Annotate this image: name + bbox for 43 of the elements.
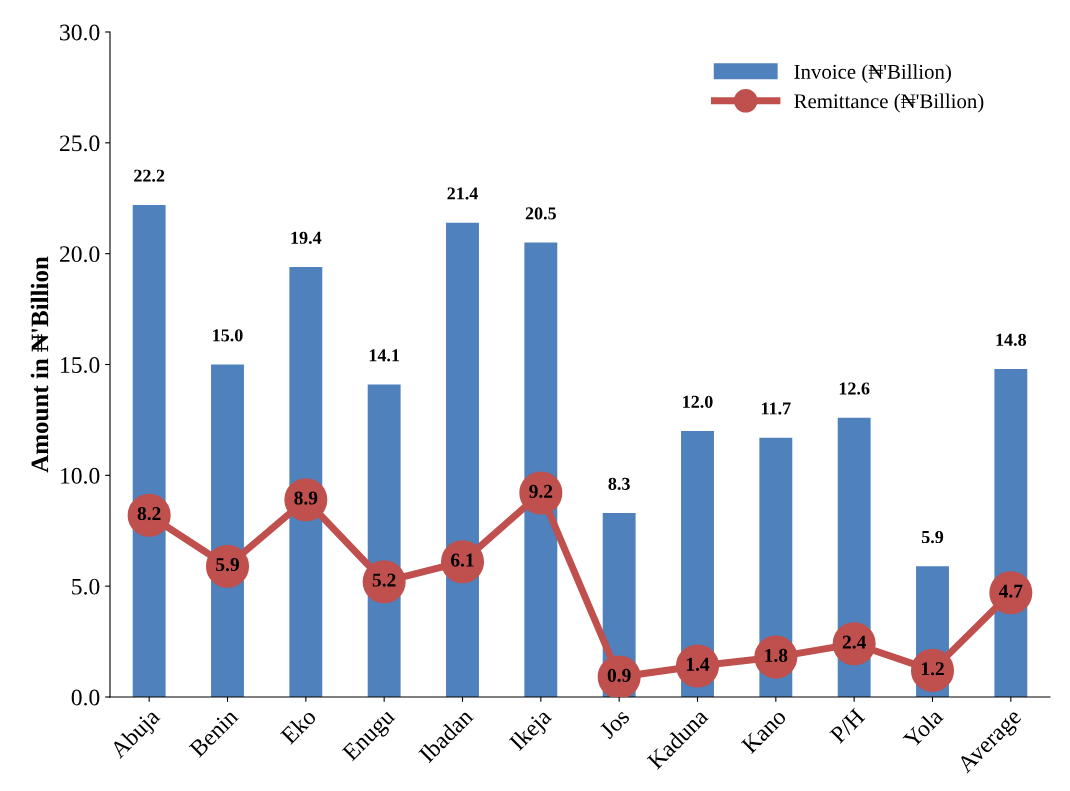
data-label: 12.0 (683, 395, 713, 408)
data-label: 8.2 (137, 506, 161, 521)
data-label: 5.9 (921, 530, 944, 544)
data-label: 8.9 (294, 491, 318, 505)
y-tick-label: 20.0 (60, 246, 100, 263)
y-tick-label: 25.0 (60, 135, 100, 152)
data-label: 14.1 (369, 349, 400, 362)
bar (132, 204, 166, 697)
bar (446, 222, 479, 697)
data-label: 5.9 (216, 558, 239, 572)
y-tick-label: 30.0 (60, 24, 100, 41)
data-label: 1.4 (686, 657, 710, 671)
data-label: 19.4 (291, 231, 322, 244)
x-tick-label: Eko (279, 707, 317, 745)
y-tick-label: 15.0 (61, 356, 100, 374)
data-label: 1.8 (765, 648, 788, 663)
data-label: 4.7 (998, 584, 1023, 598)
data-label: 6.1 (451, 553, 474, 567)
y-axis-title: Amount in ₦'Billion (30, 256, 49, 473)
data-label: 21.4 (447, 187, 478, 200)
data-label: 1.2 (921, 662, 944, 676)
legend-label: Remittance (₦'Billion) (794, 93, 984, 113)
legend-label: Invoice (₦'Billion) (794, 64, 951, 84)
x-tick-label: Ikeja (508, 706, 556, 755)
bar (524, 242, 558, 697)
data-label: 5.2 (372, 573, 396, 587)
data-label: 11.7 (761, 402, 791, 415)
data-label: 20.5 (525, 207, 556, 220)
x-tick-label: Yola (901, 706, 945, 750)
data-label: 2.4 (842, 635, 866, 649)
x-tick-label: Jos (598, 707, 631, 740)
y-tick-label: 5.0 (72, 578, 100, 595)
data-label: 0.9 (607, 668, 631, 682)
y-tick-label: 0.0 (71, 689, 100, 706)
y-tick-label: 10.0 (61, 467, 100, 484)
x-tick-label: P/H (829, 707, 866, 744)
data-label: 8.3 (608, 477, 630, 490)
bar (289, 266, 323, 697)
data-label: 9.2 (529, 484, 553, 499)
data-label: 12.6 (839, 382, 870, 395)
data-label: 15.0 (213, 329, 243, 342)
data-label: 22.2 (134, 169, 165, 182)
data-label: 14.8 (996, 333, 1027, 346)
